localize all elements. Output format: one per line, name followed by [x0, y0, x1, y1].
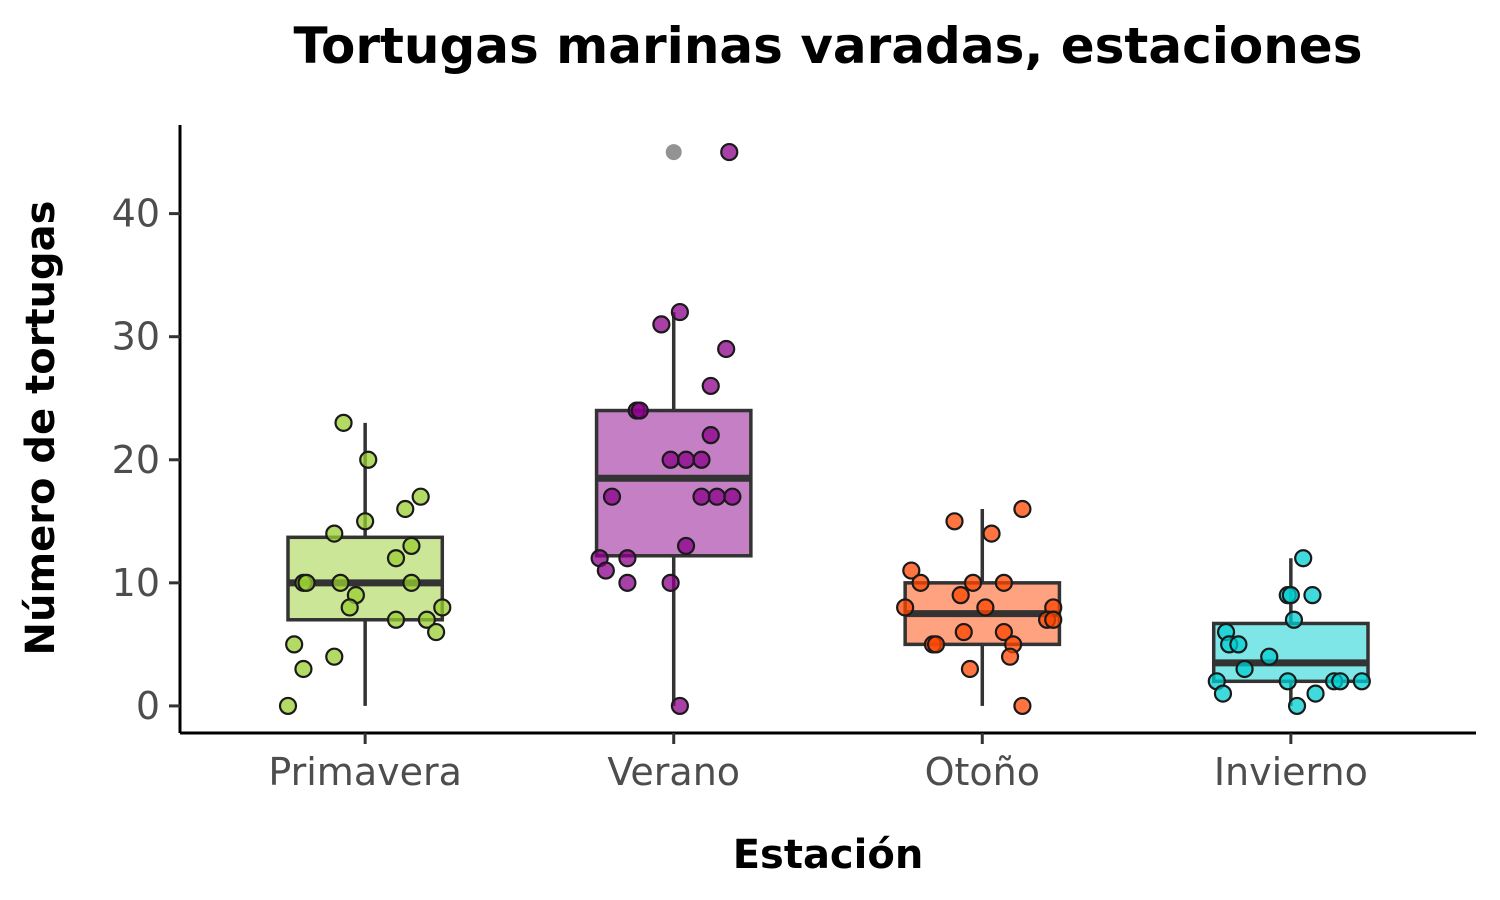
data-point-primavera: [433, 598, 452, 617]
data-point-primavera: [340, 598, 359, 617]
data-point-verano: [701, 376, 720, 396]
data-point-primavera: [402, 573, 421, 592]
y-tick-label: 20: [112, 438, 160, 482]
data-point-verano: [701, 426, 720, 445]
data-point-verano: [717, 339, 736, 359]
y-tick-label: 40: [112, 192, 160, 236]
plot-area: [278, 142, 1371, 716]
data-point-oto-o: [960, 659, 980, 679]
data-point-primavera: [417, 610, 436, 629]
data-point-invierno: [1229, 635, 1248, 654]
data-point-primavera: [325, 524, 344, 543]
data-point-primavera: [294, 659, 313, 679]
chart-title: Tortugas marinas varadas, estaciones: [294, 17, 1363, 75]
box-verano: [594, 408, 753, 558]
data-point-invierno: [1303, 586, 1322, 605]
data-point-invierno: [1260, 647, 1279, 666]
data-point-primavera: [297, 573, 316, 592]
data-point-invierno: [1287, 696, 1307, 716]
data-point-verano: [596, 561, 615, 580]
data-point-invierno: [1235, 659, 1254, 679]
data-point-verano: [676, 450, 696, 469]
data-point-primavera: [386, 610, 406, 629]
y-tick-label: 10: [112, 561, 160, 605]
data-point-invierno: [1294, 549, 1313, 568]
data-point-invierno: [1306, 684, 1325, 703]
data-point-primavera: [402, 536, 421, 556]
y-tick-label: 0: [136, 684, 160, 728]
data-point-invierno: [1281, 586, 1300, 605]
data-point-verano: [618, 549, 637, 568]
x-tick-label: Verano: [607, 750, 740, 794]
data-point-verano: [630, 401, 649, 420]
data-point-verano: [670, 302, 689, 322]
data-point-oto-o: [911, 573, 930, 592]
data-point-invierno: [1352, 672, 1371, 691]
data-point-verano: [707, 487, 727, 506]
data-point-verano: [661, 573, 680, 592]
data-point-verano: [692, 487, 711, 506]
data-point-oto-o: [1013, 499, 1032, 519]
data-point-invierno: [1331, 672, 1350, 691]
data-point-verano: [618, 573, 637, 592]
data-point-primavera: [386, 549, 406, 568]
data-point-oto-o: [951, 586, 970, 605]
x-tick-label: Invierno: [1214, 750, 1368, 794]
data-point-oto-o: [896, 598, 915, 617]
data-point-primavera: [359, 450, 378, 469]
y-axis-title: Número de tortugas: [18, 201, 64, 656]
data-point-oto-o: [1013, 696, 1032, 716]
y-tick-label: 30: [112, 315, 160, 359]
data-point-primavera: [411, 487, 430, 506]
data-point-oto-o: [963, 573, 983, 592]
data-point-oto-o: [1044, 610, 1063, 629]
data-point-oto-o: [945, 512, 964, 531]
data-point-primavera: [356, 512, 375, 531]
data-point-verano: [692, 450, 711, 469]
outlier-point-verano: [665, 144, 682, 161]
data-point-oto-o: [994, 573, 1013, 592]
x-tick-label: Primavera: [268, 750, 462, 794]
x-tick-label: Otoño: [925, 750, 1040, 794]
data-point-invierno: [1213, 684, 1233, 703]
data-point-invierno: [1278, 672, 1297, 691]
data-point-oto-o: [976, 598, 995, 617]
data-point-oto-o: [982, 524, 1001, 543]
data-point-verano: [661, 450, 680, 469]
data-point-primavera: [325, 647, 344, 666]
data-point-verano: [723, 487, 742, 506]
data-point-oto-o: [994, 622, 1013, 642]
axes: 0 10 20 30 40 Primavera Verano Otoño Invierno: [112, 125, 1476, 794]
x-axis-title: Estación: [733, 832, 924, 878]
data-point-verano: [676, 536, 696, 556]
data-point-verano: [720, 142, 739, 162]
data-point-verano: [652, 315, 671, 334]
data-point-primavera: [396, 499, 415, 519]
data-point-oto-o: [1000, 647, 1020, 666]
data-point-primavera: [334, 413, 353, 432]
data-point-primavera: [285, 635, 304, 654]
data-point-invierno: [1284, 610, 1304, 629]
data-point-primavera: [427, 622, 446, 642]
data-point-primavera: [278, 696, 298, 716]
data-point-verano: [670, 696, 689, 716]
data-point-verano: [602, 487, 622, 506]
data-point-primavera: [331, 573, 350, 592]
data-point-oto-o: [902, 561, 921, 580]
data-point-oto-o: [954, 622, 973, 642]
data-point-oto-o: [926, 635, 946, 654]
